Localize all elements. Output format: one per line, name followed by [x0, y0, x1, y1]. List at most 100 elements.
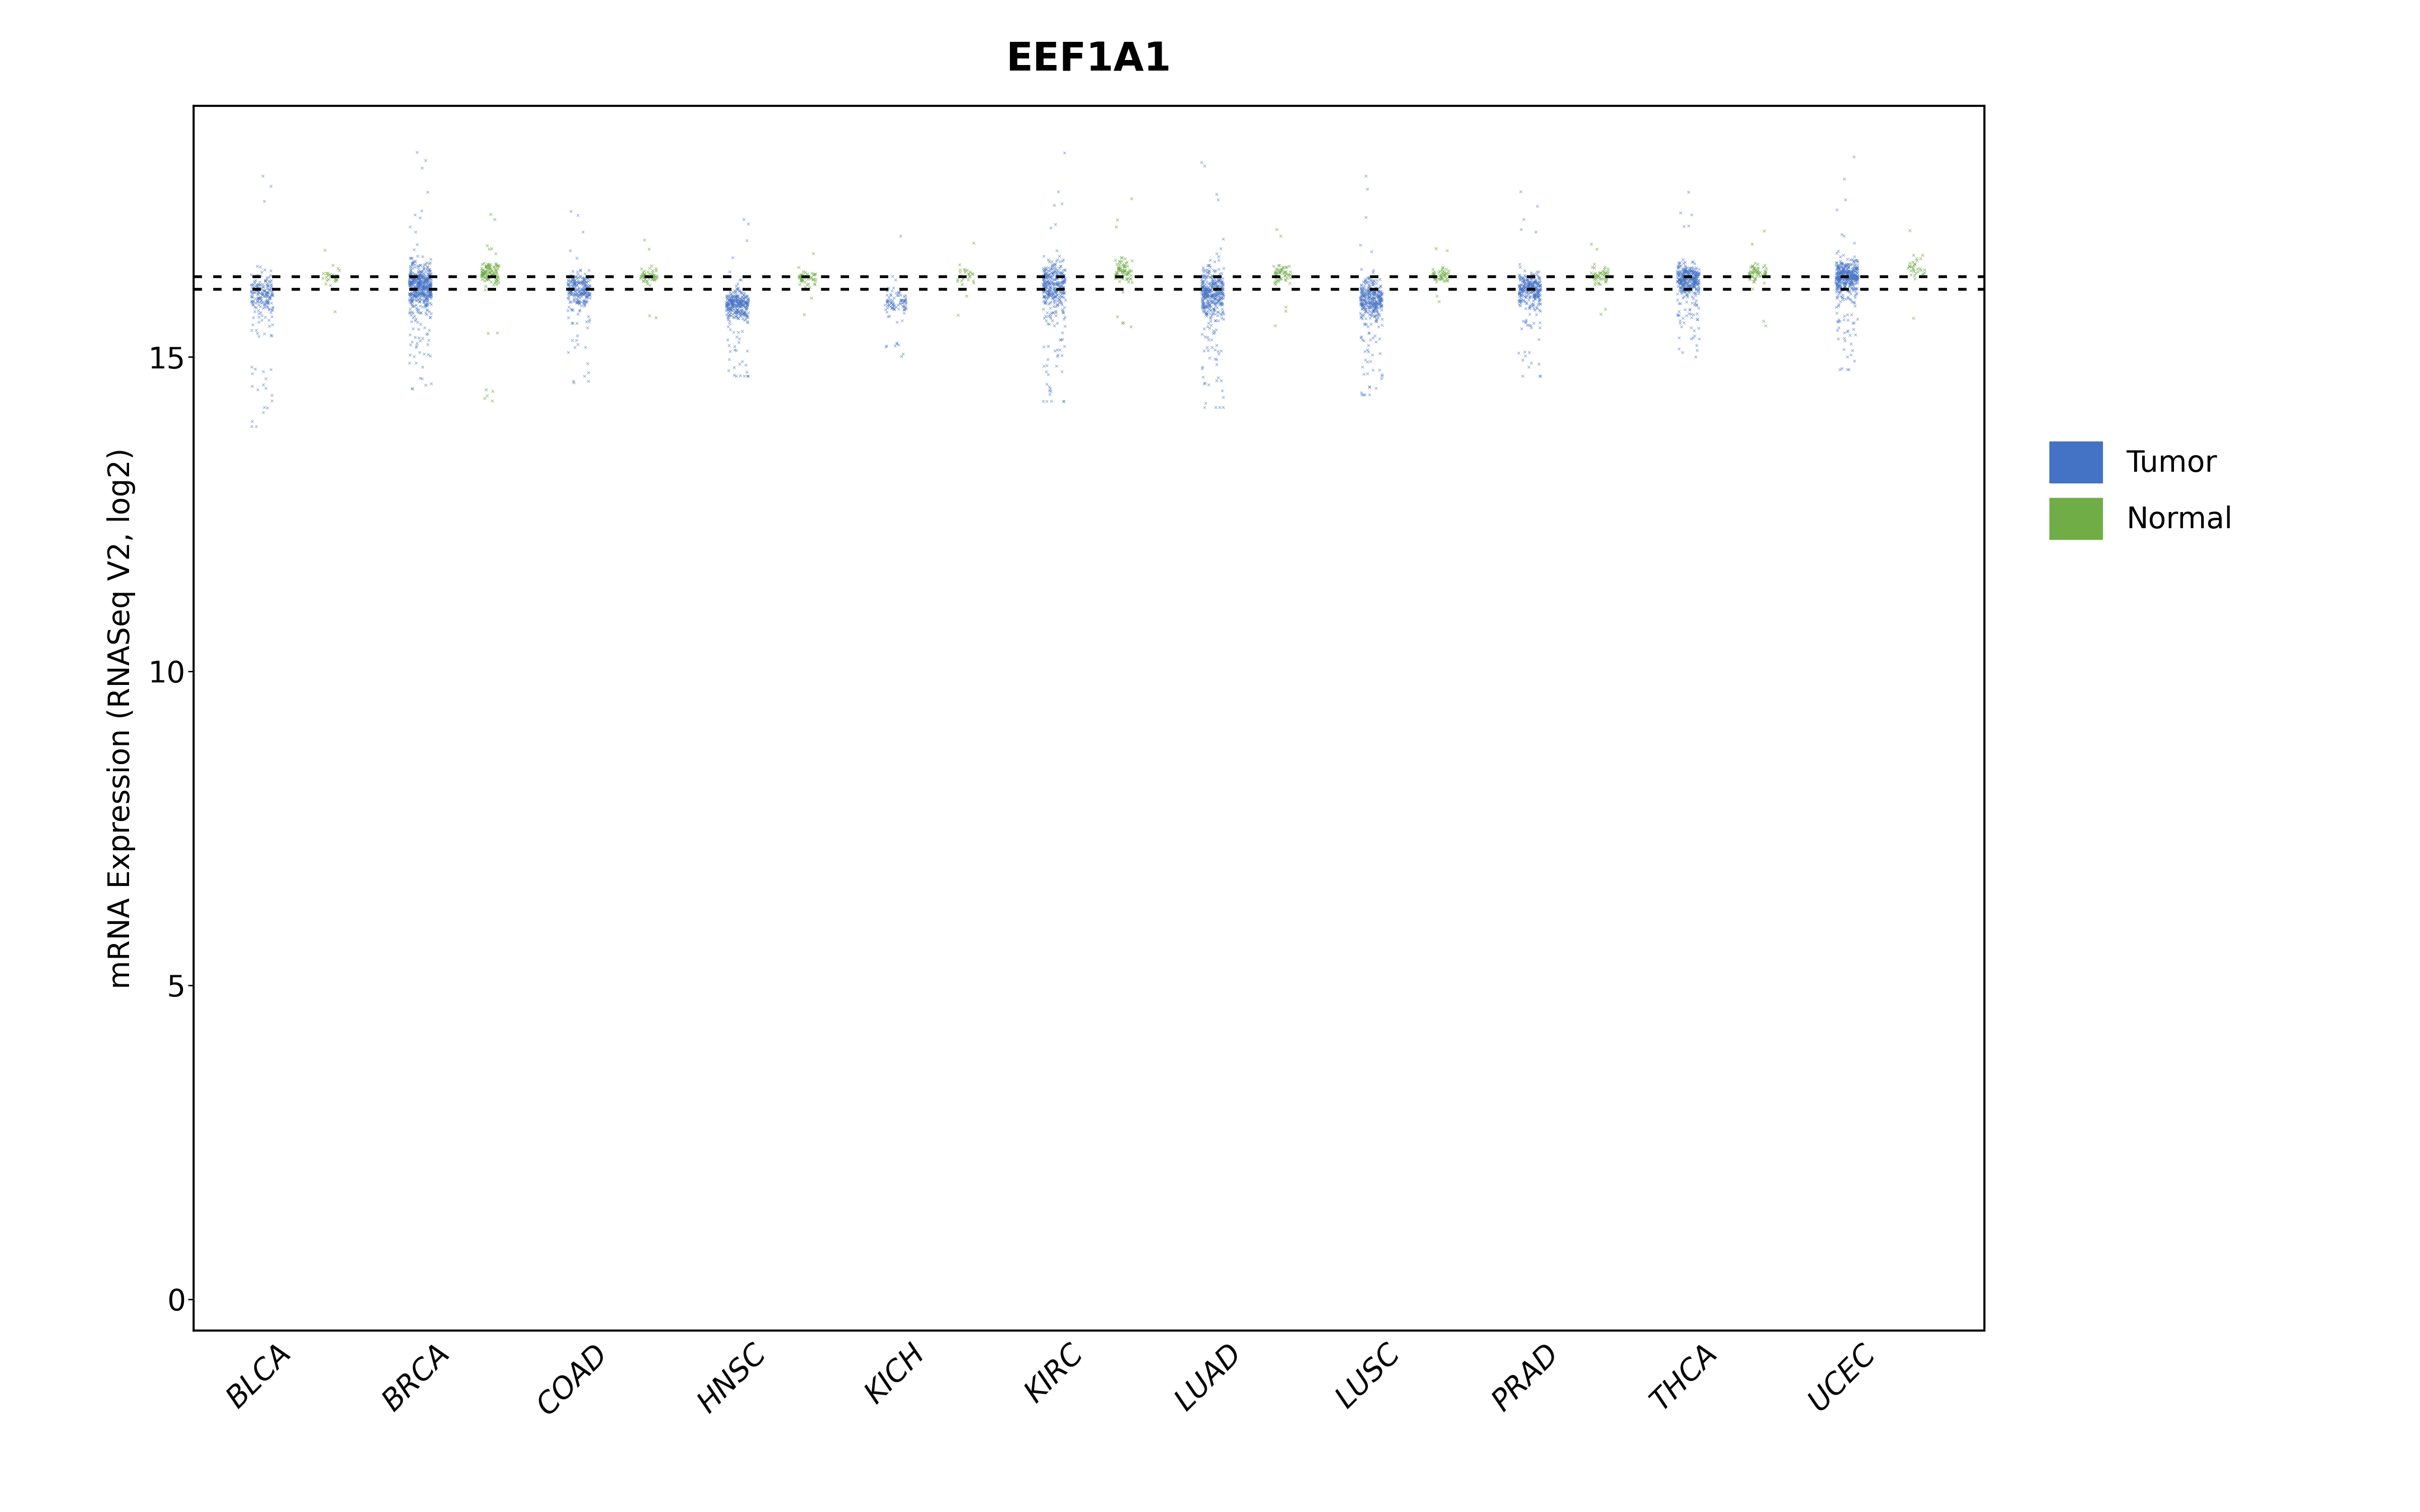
Point: [1350, 280, 1389, 304]
Point: [561, 281, 600, 305]
Point: [1191, 278, 1229, 302]
Point: [559, 280, 598, 304]
Point: [1033, 281, 1072, 305]
Point: [1510, 280, 1549, 304]
Point: [721, 290, 760, 314]
Point: [1820, 316, 1859, 340]
Point: [397, 281, 436, 305]
Point: [1822, 251, 1861, 275]
Point: [1026, 263, 1065, 287]
Point: [714, 289, 753, 313]
Point: [1193, 259, 1232, 283]
Point: [232, 414, 271, 438]
Point: [1675, 266, 1713, 290]
Point: [1510, 302, 1549, 327]
Point: [1343, 305, 1382, 330]
Point: [392, 283, 431, 307]
Point: [411, 269, 450, 293]
Point: [1188, 284, 1227, 308]
Point: [1738, 253, 1776, 277]
Point: [1820, 274, 1859, 298]
Point: [1820, 289, 1859, 313]
Point: [1346, 295, 1384, 319]
Point: [1036, 284, 1074, 308]
Point: [1665, 271, 1704, 295]
Point: [622, 263, 661, 287]
Point: [624, 265, 663, 289]
Point: [1343, 278, 1382, 302]
Point: [1665, 265, 1704, 289]
Point: [786, 266, 825, 290]
Point: [409, 263, 448, 287]
Point: [1675, 324, 1713, 348]
Point: [1672, 259, 1711, 283]
Point: [724, 284, 762, 308]
Point: [554, 272, 593, 296]
Point: [1575, 265, 1614, 289]
Point: [1353, 301, 1392, 325]
Point: [237, 289, 276, 313]
Point: [1575, 272, 1614, 296]
Point: [462, 265, 501, 289]
Point: [409, 256, 448, 280]
Point: [1028, 292, 1067, 316]
Point: [1026, 278, 1065, 302]
Point: [1031, 278, 1070, 302]
Point: [1200, 287, 1239, 311]
Point: [1033, 260, 1072, 284]
Point: [1665, 274, 1704, 298]
Point: [1660, 308, 1699, 333]
Point: [566, 278, 605, 302]
Point: [249, 274, 288, 298]
Point: [634, 263, 673, 287]
Point: [1588, 269, 1626, 293]
Point: [244, 281, 283, 305]
Point: [721, 268, 760, 292]
Point: [1580, 272, 1619, 296]
Point: [252, 298, 290, 322]
Point: [1026, 263, 1065, 287]
Point: [561, 281, 600, 305]
Point: [1827, 262, 1866, 286]
Point: [1679, 260, 1718, 284]
Point: [1832, 248, 1871, 272]
Point: [392, 277, 431, 301]
Point: [564, 292, 603, 316]
Point: [1041, 262, 1079, 286]
Point: [392, 254, 431, 278]
Point: [1515, 266, 1554, 290]
Point: [1353, 287, 1392, 311]
Point: [237, 268, 276, 292]
Point: [1036, 253, 1074, 277]
Point: [409, 271, 448, 295]
Point: [1578, 265, 1617, 289]
Point: [714, 289, 753, 313]
Point: [634, 259, 673, 283]
Point: [569, 275, 607, 299]
Point: [714, 245, 753, 269]
Point: [392, 277, 431, 301]
Point: [1505, 296, 1544, 321]
Point: [399, 275, 438, 299]
Point: [1346, 269, 1384, 293]
Point: [728, 295, 767, 319]
Point: [1658, 269, 1696, 293]
Point: [1024, 389, 1062, 413]
Point: [1675, 269, 1713, 293]
Point: [1346, 287, 1384, 311]
Point: [886, 286, 924, 310]
Point: [1817, 275, 1856, 299]
Point: [232, 289, 271, 313]
Point: [1038, 278, 1077, 302]
Point: [1362, 293, 1401, 318]
Point: [1350, 278, 1389, 302]
Point: [714, 284, 753, 308]
Point: [1026, 259, 1065, 283]
Point: [397, 268, 436, 292]
Point: [315, 266, 353, 290]
Point: [1024, 272, 1062, 296]
Point: [881, 287, 920, 311]
Point: [554, 370, 593, 395]
Point: [1834, 290, 1873, 314]
Point: [1195, 287, 1234, 311]
